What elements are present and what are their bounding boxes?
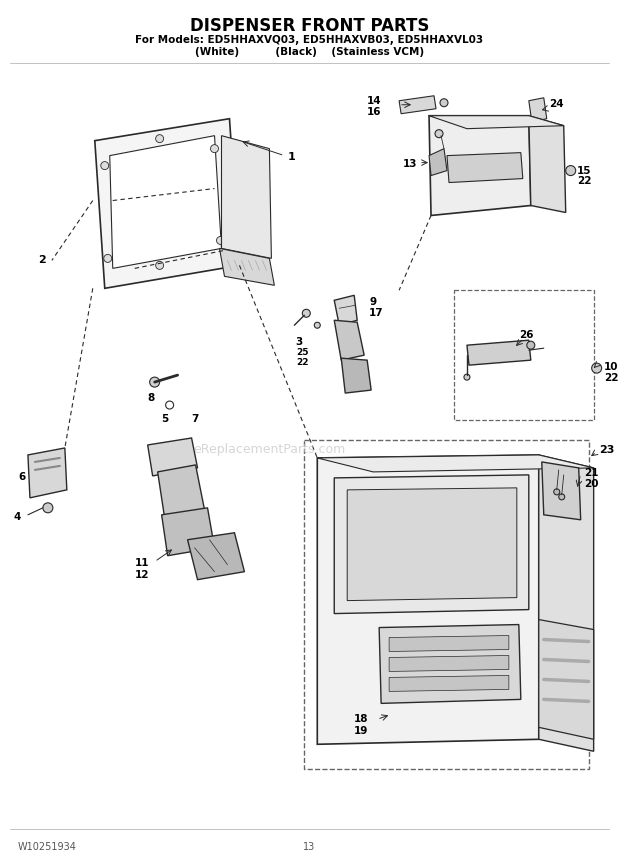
Polygon shape [317, 455, 594, 472]
Polygon shape [429, 116, 564, 128]
Polygon shape [389, 675, 509, 692]
Polygon shape [347, 488, 517, 601]
Text: 17: 17 [369, 308, 384, 318]
Polygon shape [529, 98, 547, 122]
Circle shape [565, 165, 576, 175]
Text: 10: 10 [604, 362, 618, 372]
Text: 20: 20 [583, 479, 598, 489]
Text: 3: 3 [295, 337, 303, 348]
Circle shape [156, 134, 164, 143]
Text: 13: 13 [303, 842, 316, 852]
Polygon shape [399, 96, 436, 114]
Text: 2: 2 [38, 255, 46, 265]
Polygon shape [110, 135, 221, 269]
Circle shape [554, 489, 560, 495]
Text: 9: 9 [369, 297, 376, 307]
Text: 22: 22 [604, 373, 618, 383]
Polygon shape [389, 635, 509, 651]
Text: 12: 12 [135, 570, 149, 580]
Text: eReplacementParts.com: eReplacementParts.com [193, 443, 345, 456]
Polygon shape [148, 438, 198, 476]
Text: 18: 18 [354, 715, 369, 724]
Text: 6: 6 [18, 472, 25, 482]
Polygon shape [539, 455, 594, 752]
Polygon shape [542, 462, 581, 520]
Circle shape [435, 129, 443, 138]
Polygon shape [334, 475, 529, 614]
Circle shape [440, 98, 448, 107]
Text: 8: 8 [148, 393, 155, 403]
Circle shape [303, 309, 310, 318]
Polygon shape [429, 149, 447, 175]
Polygon shape [389, 656, 509, 671]
Text: 13: 13 [402, 158, 417, 169]
Text: 15: 15 [577, 165, 591, 175]
Text: 26: 26 [519, 330, 533, 340]
Text: 1: 1 [287, 152, 295, 162]
Circle shape [101, 162, 108, 169]
Text: 21: 21 [583, 468, 598, 478]
Circle shape [156, 261, 164, 270]
Polygon shape [28, 448, 67, 498]
Polygon shape [467, 340, 531, 366]
Bar [304, 440, 588, 770]
Polygon shape [162, 508, 215, 556]
Text: 22: 22 [577, 175, 591, 186]
Polygon shape [157, 465, 205, 518]
Circle shape [149, 377, 159, 387]
Polygon shape [429, 116, 531, 216]
Polygon shape [341, 358, 371, 393]
Polygon shape [188, 532, 244, 580]
Text: 19: 19 [354, 727, 368, 736]
Polygon shape [447, 152, 523, 182]
Text: 22: 22 [296, 358, 309, 367]
Text: 16: 16 [367, 107, 382, 116]
Polygon shape [221, 135, 272, 259]
Circle shape [166, 401, 174, 409]
Polygon shape [379, 625, 521, 704]
Polygon shape [539, 620, 594, 740]
Circle shape [216, 236, 224, 245]
Text: For Models: ED5HHAXVQ03, ED5HHAXVB03, ED5HHAXVL03: For Models: ED5HHAXVQ03, ED5HHAXVB03, ED… [135, 35, 484, 45]
Text: 25: 25 [296, 348, 309, 357]
Text: 14: 14 [367, 96, 382, 106]
Polygon shape [317, 455, 539, 744]
Text: 7: 7 [192, 414, 199, 424]
Polygon shape [529, 116, 565, 212]
Polygon shape [334, 320, 364, 360]
Circle shape [527, 342, 535, 349]
Polygon shape [95, 119, 239, 288]
Polygon shape [334, 295, 357, 325]
Circle shape [591, 363, 601, 373]
Text: DISPENSER FRONT PARTS: DISPENSER FRONT PARTS [190, 17, 429, 35]
Circle shape [211, 145, 218, 152]
Text: 5: 5 [162, 414, 169, 424]
Text: 11: 11 [135, 558, 149, 568]
Polygon shape [219, 248, 275, 285]
Circle shape [104, 254, 112, 263]
Circle shape [43, 502, 53, 513]
Text: (White)          (Black)    (Stainless VCM): (White) (Black) (Stainless VCM) [195, 47, 424, 56]
Text: 24: 24 [549, 98, 564, 109]
Bar [454, 290, 594, 420]
Circle shape [314, 322, 321, 328]
Circle shape [464, 374, 470, 380]
Text: 23: 23 [599, 445, 614, 455]
Circle shape [559, 494, 565, 500]
Text: 4: 4 [14, 512, 21, 522]
Text: W10251934: W10251934 [18, 842, 77, 852]
